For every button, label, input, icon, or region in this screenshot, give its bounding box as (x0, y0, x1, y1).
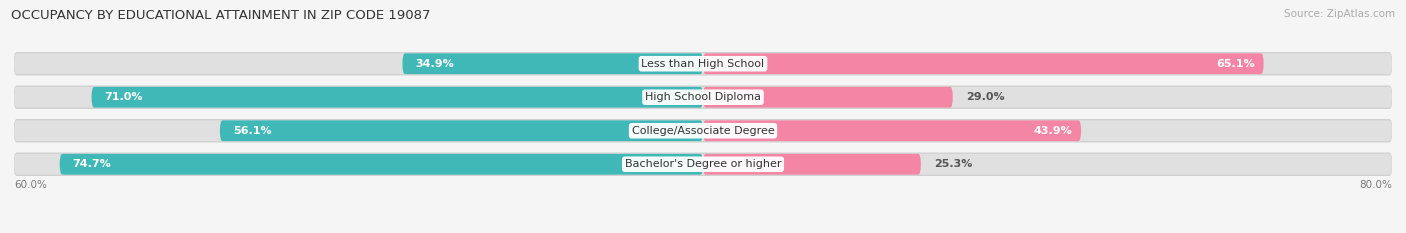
FancyBboxPatch shape (219, 120, 703, 141)
Text: 71.0%: 71.0% (104, 92, 143, 102)
Text: College/Associate Degree: College/Associate Degree (631, 126, 775, 136)
Text: 74.7%: 74.7% (73, 159, 111, 169)
FancyBboxPatch shape (14, 120, 1392, 141)
Text: Source: ZipAtlas.com: Source: ZipAtlas.com (1284, 9, 1395, 19)
Text: 34.9%: 34.9% (415, 59, 454, 69)
FancyBboxPatch shape (703, 53, 1264, 74)
FancyBboxPatch shape (59, 154, 703, 175)
Text: 80.0%: 80.0% (1360, 180, 1392, 190)
Text: High School Diploma: High School Diploma (645, 92, 761, 102)
FancyBboxPatch shape (14, 87, 1392, 108)
FancyBboxPatch shape (14, 153, 1392, 176)
FancyBboxPatch shape (14, 119, 1392, 142)
Text: OCCUPANCY BY EDUCATIONAL ATTAINMENT IN ZIP CODE 19087: OCCUPANCY BY EDUCATIONAL ATTAINMENT IN Z… (11, 9, 430, 22)
FancyBboxPatch shape (402, 53, 703, 74)
FancyBboxPatch shape (703, 87, 953, 108)
FancyBboxPatch shape (703, 154, 921, 175)
Text: 29.0%: 29.0% (966, 92, 1004, 102)
Text: 25.3%: 25.3% (934, 159, 972, 169)
FancyBboxPatch shape (91, 87, 703, 108)
Text: Less than High School: Less than High School (641, 59, 765, 69)
FancyBboxPatch shape (703, 120, 1081, 141)
FancyBboxPatch shape (14, 53, 1392, 74)
Text: Bachelor's Degree or higher: Bachelor's Degree or higher (624, 159, 782, 169)
FancyBboxPatch shape (14, 154, 1392, 175)
Text: 43.9%: 43.9% (1033, 126, 1073, 136)
Text: 65.1%: 65.1% (1216, 59, 1256, 69)
Text: 56.1%: 56.1% (233, 126, 271, 136)
FancyBboxPatch shape (14, 52, 1392, 75)
Text: 60.0%: 60.0% (14, 180, 46, 190)
FancyBboxPatch shape (14, 86, 1392, 109)
